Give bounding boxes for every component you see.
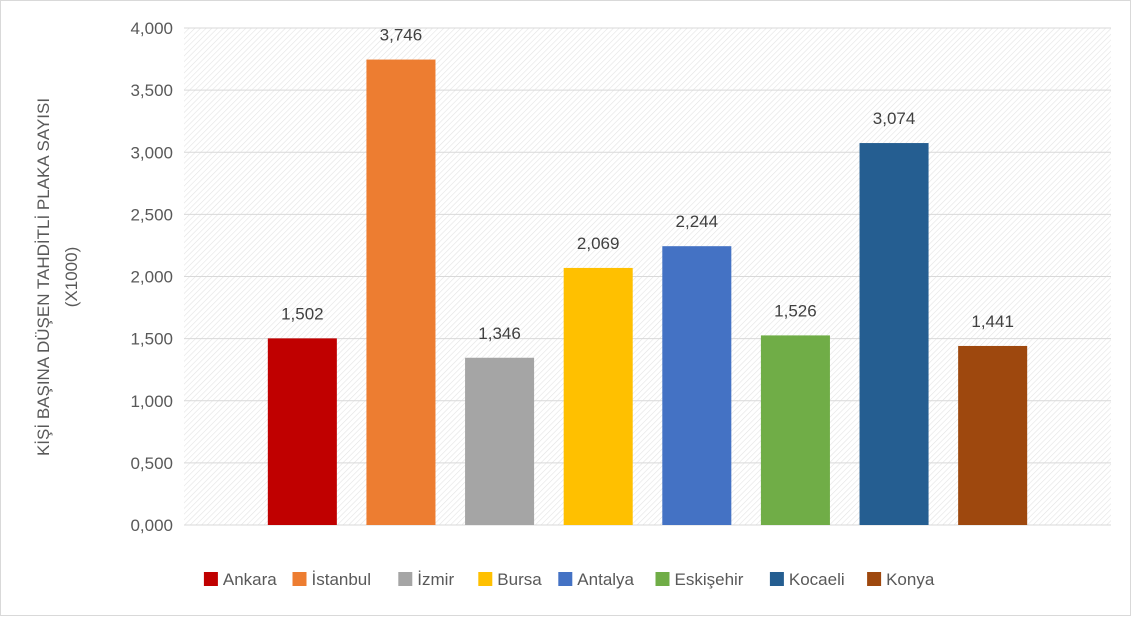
y-axis-label-line2: (X1000) [62,247,81,307]
bar-İstanbul [366,59,436,525]
legend: Ankara İstanbul İzmir Bursa Antalya Eskişehir… [203,570,935,589]
legend-swatch [478,572,493,586]
bar-Kocaeli [859,143,929,526]
legend-swatch [769,572,784,586]
bar-Konya [958,345,1028,525]
data-label: 3,074 [873,109,916,128]
bar-İzmir [465,357,535,525]
bars [267,59,1028,526]
y-tick-label: 1,500 [130,330,173,349]
legend-label: Antalya [577,570,634,589]
data-label: 1,441 [971,312,1014,331]
legend-swatch [398,572,413,586]
data-labels: 1,502 3,746 1,346 2,069 2,244 1,526 3,074 1,441 [281,26,1014,343]
y-tick-labels: 0,000 0,500 1,000 1,500 2,000 2,500 3,000 3,500… [130,19,173,535]
y-axis-label: KİŞİ BAŞINA DÜŞEN TAHDİTLİ PLAKA SAYISI … [34,98,81,456]
data-label: 3,746 [380,26,423,45]
y-tick-label: 2,000 [130,268,173,287]
data-label: 2,069 [577,234,620,253]
legend-label: Eskişehir [675,570,744,589]
legend-swatch [203,572,218,586]
legend-label: Kocaeli [789,570,845,589]
bar-Eskişehir [760,335,830,525]
legend-swatch [558,572,573,586]
y-tick-label: 0,500 [130,454,173,473]
bar-Antalya [662,246,732,526]
legend-swatch [655,572,670,586]
data-label: 1,346 [478,324,521,343]
data-label: 1,526 [774,301,817,320]
y-tick-label: 1,000 [130,392,173,411]
legend-label: Bursa [497,570,542,589]
data-label: 2,244 [676,212,719,231]
y-tick-label: 0,000 [130,516,173,535]
y-tick-label: 3,500 [130,81,173,100]
data-label: 1,502 [281,304,324,323]
legend-label: Konya [886,570,935,589]
legend-label: Ankara [223,570,277,589]
y-tick-label: 2,500 [130,205,173,224]
y-tick-label: 4,000 [130,19,173,38]
legend-swatch [867,572,882,586]
legend-swatch [292,572,307,586]
bar-Bursa [563,267,633,525]
legend-label: İzmir [417,570,454,589]
bar-Ankara [267,338,337,525]
gridlines [184,27,1111,526]
y-tick-label: 3,000 [130,143,173,162]
y-axis-label-line1: KİŞİ BAŞINA DÜŞEN TAHDİTLİ PLAKA SAYISI [34,98,53,456]
legend-label: İstanbul [312,570,372,589]
